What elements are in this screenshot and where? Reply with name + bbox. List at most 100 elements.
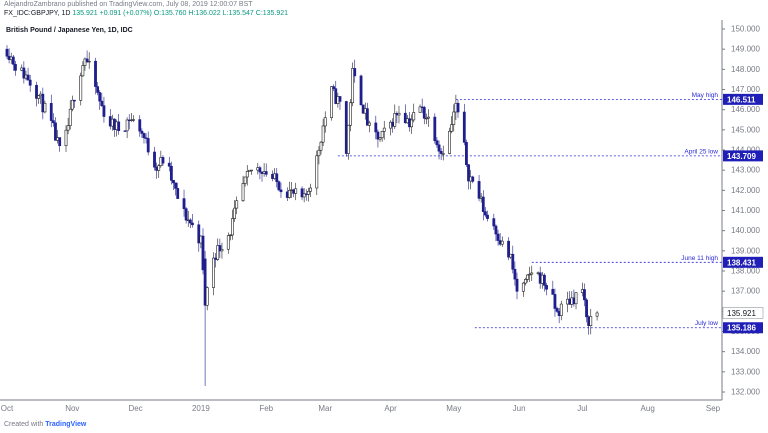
candle-body xyxy=(559,303,563,317)
candle-body xyxy=(315,155,319,189)
candle-body xyxy=(433,116,437,141)
candle-body xyxy=(427,116,430,119)
candle-body xyxy=(300,188,304,198)
candle-body xyxy=(462,111,466,143)
candle-body xyxy=(216,245,220,260)
candle-body xyxy=(228,234,232,237)
candle-body xyxy=(500,240,504,245)
level-price-label: 146.511 xyxy=(727,95,756,104)
candle-body xyxy=(589,316,593,326)
publisher-line: AlejandroZambrano published on TradingVi… xyxy=(4,1,253,8)
candle-body xyxy=(250,169,253,172)
candle-body xyxy=(330,86,333,118)
candle-body xyxy=(233,207,237,219)
candle-body xyxy=(448,130,451,154)
candle-body xyxy=(142,133,146,139)
time-tick-label: Mar xyxy=(318,404,332,413)
created-with-label: Created with xyxy=(4,421,44,428)
candle-body xyxy=(85,58,89,63)
candle-body xyxy=(435,140,439,146)
candle-body xyxy=(100,100,104,106)
candle-body xyxy=(492,218,496,227)
time-tick-label: Jun xyxy=(513,404,526,413)
candle-body xyxy=(353,68,357,77)
level-price-label: 138.431 xyxy=(727,258,756,267)
candle-body xyxy=(37,95,41,99)
current-price-tag xyxy=(722,307,764,319)
candle-body xyxy=(437,144,441,152)
candle-body xyxy=(351,68,355,104)
candle-body xyxy=(212,257,215,288)
candle-body xyxy=(368,122,371,126)
candle-body xyxy=(235,200,239,209)
current-price-label: 135.921 xyxy=(727,309,756,318)
candle-body xyxy=(66,125,70,131)
candle-body xyxy=(226,235,230,250)
candle-body xyxy=(397,112,401,116)
candle-body xyxy=(359,75,363,106)
candle-body xyxy=(365,108,369,126)
candle-body xyxy=(51,120,55,124)
level-name: June 11 high xyxy=(681,255,718,262)
candle-body xyxy=(380,130,384,139)
candle-body xyxy=(450,124,454,132)
candle-body xyxy=(146,138,150,153)
candle-body xyxy=(452,111,456,125)
tradingview-logo[interactable]: TradingView xyxy=(45,421,87,428)
level-price-label: 143.709 xyxy=(727,152,756,161)
candle-body xyxy=(231,218,234,236)
level-price-tag xyxy=(723,256,763,268)
level-name: April 25 low xyxy=(684,148,718,155)
candle-body xyxy=(205,287,209,306)
candle-body xyxy=(521,282,525,292)
candle-body xyxy=(374,122,378,133)
level-name: July low xyxy=(695,320,718,327)
candle-body xyxy=(157,165,161,171)
candle-body xyxy=(58,137,62,147)
candle-body xyxy=(551,288,555,295)
candle-body xyxy=(70,99,74,110)
level-price-label: 135.186 xyxy=(727,324,756,333)
candle-body xyxy=(117,121,121,132)
candle-body xyxy=(306,190,310,195)
price-change: +0.091 (+0.07%) xyxy=(99,10,152,17)
candle-body xyxy=(64,129,68,147)
level-price-tag xyxy=(723,322,763,334)
candle-body xyxy=(441,153,445,155)
candle-body xyxy=(98,92,102,102)
candle-body xyxy=(382,127,386,132)
price-tick-label: 144.000 xyxy=(731,146,760,155)
candle-body xyxy=(243,176,247,184)
price-tick-label: 150.000 xyxy=(731,25,760,34)
candle-body xyxy=(530,272,534,275)
candle-body xyxy=(153,151,156,168)
candle-body xyxy=(302,193,306,198)
candle-body xyxy=(218,245,222,252)
candle-body xyxy=(125,119,129,132)
price-tick-label: 147.000 xyxy=(731,85,760,94)
candle-body xyxy=(14,64,17,71)
price-tick-label: 145.000 xyxy=(731,125,760,134)
candle-body xyxy=(161,157,165,164)
time-tick-label: May xyxy=(446,404,461,413)
time-tick-label: 2019 xyxy=(192,404,210,413)
low-value: L:135.547 xyxy=(222,10,254,17)
candle-body xyxy=(188,219,192,224)
candle-body xyxy=(378,137,382,140)
candle-body xyxy=(275,173,279,182)
candle-body xyxy=(174,182,177,189)
candle-body xyxy=(424,117,428,120)
candle-body xyxy=(220,248,224,252)
candle-body xyxy=(11,56,15,65)
price-tick-label: 142.000 xyxy=(731,186,760,195)
price-tick-label: 137.000 xyxy=(731,287,760,296)
close-value: C:135.921 xyxy=(255,10,289,17)
candle-body xyxy=(79,75,83,101)
price-tick-label: 148.000 xyxy=(731,65,760,74)
level-price-tag xyxy=(723,93,763,105)
candle-body xyxy=(241,183,245,202)
candle-body xyxy=(41,93,45,113)
time-tick-label: Apr xyxy=(384,404,397,413)
candle-body xyxy=(197,224,201,244)
